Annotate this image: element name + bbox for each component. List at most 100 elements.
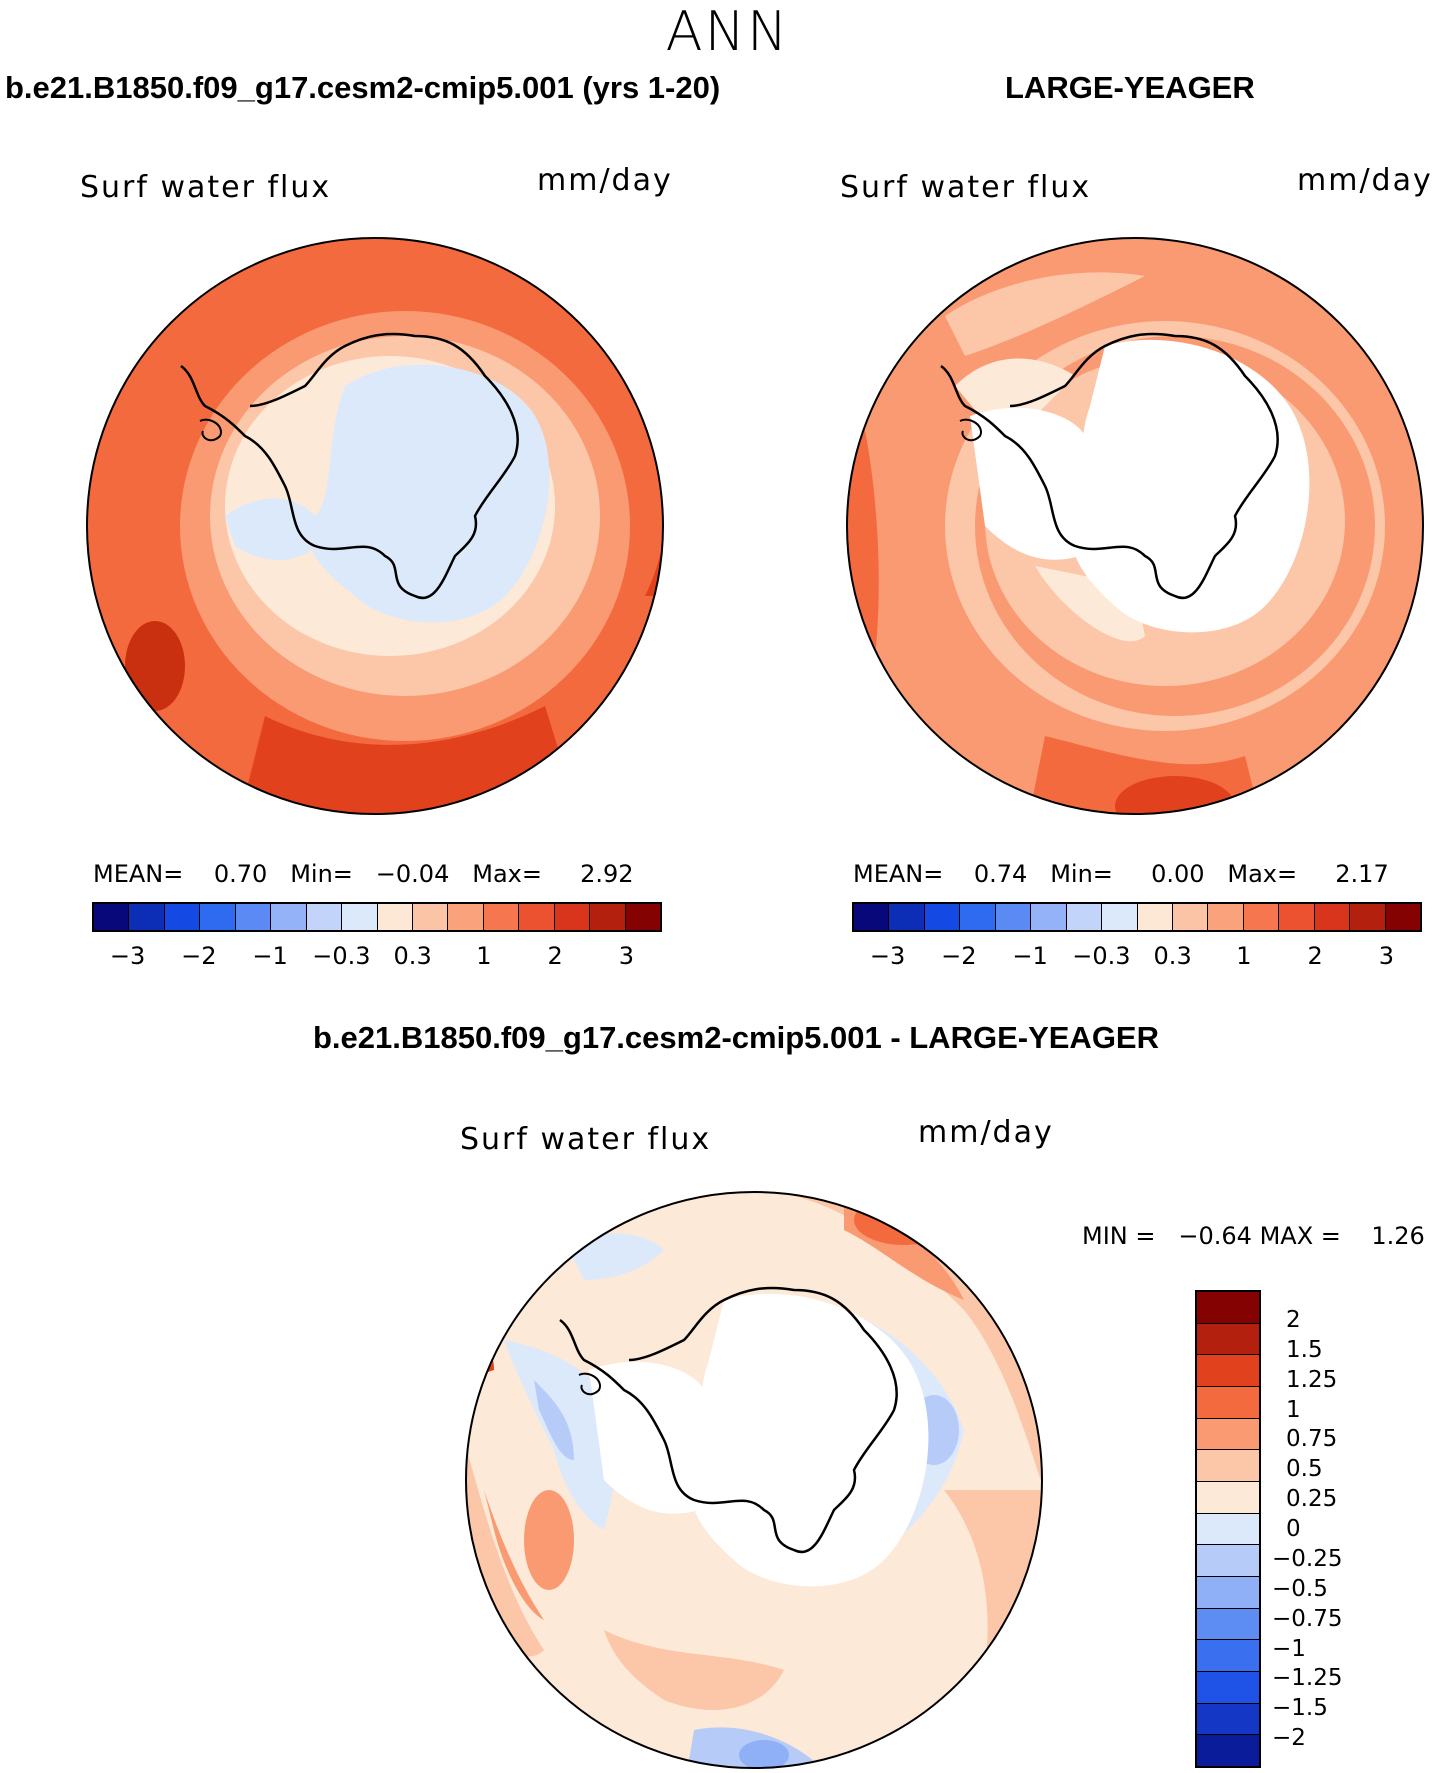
panel1-min-value: −0.04 <box>375 860 450 888</box>
panel2-colorbar-tick-label: 0.3 <box>1153 942 1192 970</box>
panel3-colorbar-swatch <box>1197 1703 1259 1736</box>
panel1-title: b.e21.B1850.f09_g17.cesm2-cmip5.001 (yrs… <box>5 70 721 105</box>
panel1-colorbar-tick-label: −0.3 <box>312 942 371 970</box>
panel3-title: b.e21.B1850.f09_g17.cesm2-cmip5.001 - LA… <box>313 1020 1159 1055</box>
panel2-max-value: 2.17 <box>1335 860 1389 888</box>
panel3-max-label: MAX = <box>1259 1222 1341 1250</box>
panel1-colorbar-swatch <box>448 904 484 930</box>
panel2-colorbar-swatch <box>1314 904 1351 930</box>
panel2-colorbar-ticks: −3 −2 −1 −0.3 0.3 1 2 3 <box>852 942 1422 972</box>
panel1-colorbar-ticks: −3 −2 −1 −0.3 0.3 1 2 3 <box>92 942 662 972</box>
panel1-units-label: mm/day <box>537 163 673 198</box>
panel1-mean-value: 0.70 <box>213 860 268 888</box>
panel2-colorbar-swatch <box>1350 904 1386 930</box>
panel2-colorbar-swatch <box>1208 904 1244 930</box>
panel3-colorbar-tick-label: 0.25 <box>1286 1486 1338 1513</box>
panel2-min-label: Min= <box>1050 860 1113 888</box>
panel3-variable-label: Surf water flux <box>460 1122 712 1157</box>
panel2-stats: MEAN= 0.74 Min= 0.00 Max= 2.17 <box>853 860 1389 888</box>
panel1-colorbar-swatch <box>129 904 165 930</box>
panel2-units-label: mm/day <box>1297 163 1433 198</box>
panel3-colorbar-swatch <box>1197 1482 1259 1514</box>
panel1-colorbar-swatch <box>94 904 130 930</box>
panel2-colorbar-swatch <box>924 904 961 930</box>
panel3-colorbar-swatch <box>1197 1450 1259 1483</box>
panel1-mean-label: MEAN= <box>93 860 184 888</box>
panel2-colorbar-swatch <box>995 904 1032 930</box>
panel3-colorbar-swatch <box>1197 1292 1259 1324</box>
panel2-colorbar-swatch <box>1172 904 1209 930</box>
panel3-colorbar-tick-label: 0.5 <box>1286 1456 1323 1483</box>
panel2-colorbar-swatch <box>1031 904 1067 930</box>
panel2-colorbar-swatch <box>1066 904 1103 930</box>
panel3-colorbar-tick-label: −0.75 <box>1272 1605 1343 1632</box>
panel3-colorbar-swatch <box>1197 1735 1259 1767</box>
panel3-colorbar <box>1195 1290 1261 1768</box>
panel2-min-value: 0.00 <box>1151 860 1205 888</box>
panel1-max-label: Max= <box>472 860 542 888</box>
panel3-colorbar-tick-label: −1.5 <box>1272 1695 1328 1722</box>
panel1-colorbar-swatch <box>519 904 555 930</box>
panel1-colorbar-swatch <box>554 904 591 930</box>
panel3-colorbar-swatch <box>1197 1418 1259 1451</box>
panel1-stats: MEAN= 0.70 Min= −0.04 Max= 2.92 <box>93 860 634 888</box>
panel3-colorbar-ticks: 2 1.5 1.25 1 0.75 0.5 0.25 0 −0.25 −0.5 −0.75 −1 −1.… <box>1272 1290 1422 1768</box>
panel1-colorbar-swatch <box>164 904 201 930</box>
panel3-colorbar-swatch <box>1197 1387 1259 1419</box>
panel3-max-value: 1.26 <box>1371 1222 1425 1250</box>
panel2-colorbar-swatch <box>1243 904 1280 930</box>
panel1-colorbar-tick-label: 1 <box>476 942 492 970</box>
panel3-colorbar-tick-label: 1.5 <box>1286 1336 1323 1363</box>
panel2-colorbar-swatch <box>1137 904 1173 930</box>
panel1-colorbar-tick-label: 3 <box>618 942 635 970</box>
panel2-colorbar-swatch <box>854 904 890 930</box>
panel1-colorbar-tick-label: −2 <box>181 942 217 970</box>
panel3-colorbar-swatch <box>1197 1545 1259 1578</box>
panel1-colorbar-tick-label: −3 <box>109 942 146 970</box>
panel1-min-label: Min= <box>290 860 353 888</box>
panel3-stats: MIN = −0.64 MAX = 1.26 <box>1082 1222 1425 1250</box>
panel1-variable-label: Surf water flux <box>80 170 332 205</box>
panel1-colorbar-swatch <box>342 904 378 930</box>
panel3-colorbar-tick-label: −0.25 <box>1272 1545 1343 1572</box>
panel2-mean-label: MEAN= <box>853 860 944 888</box>
panel2-colorbar-swatch <box>960 904 996 930</box>
panel1-colorbar-tick-label: 0.3 <box>393 942 432 970</box>
panel1-max-value: 2.92 <box>580 860 634 888</box>
panel1-colorbar-swatch <box>306 904 343 930</box>
panel2-colorbar-tick-label: −3 <box>869 942 906 970</box>
panel1-colorbar-swatch <box>625 904 660 930</box>
panel1-colorbar-swatch <box>412 904 449 930</box>
panel3-colorbar-tick-label: −1 <box>1272 1635 1306 1662</box>
panel2-title: LARGE-YEAGER <box>1005 70 1255 105</box>
panel2-max-label: Max= <box>1227 860 1298 888</box>
panel1-colorbar-swatch <box>271 904 307 930</box>
panel1-colorbar-swatch <box>235 904 272 930</box>
panel2-colorbar-swatch <box>1102 904 1138 930</box>
panel2-colorbar-swatch <box>889 904 925 930</box>
panel3-colorbar-swatch <box>1197 1608 1259 1641</box>
panel2-colorbar-tick-label: 3 <box>1378 942 1395 970</box>
panel3-colorbar-tick-label: −1.25 <box>1272 1665 1343 1692</box>
panel2-colorbar-tick-label: −2 <box>941 942 977 970</box>
panel3-colorbar-tick-label: 2 <box>1286 1306 1301 1333</box>
panel3-min-value: −0.64 <box>1178 1222 1252 1250</box>
panel1-colorbar-swatch <box>483 904 520 930</box>
panel1-colorbar-swatch <box>200 904 236 930</box>
panel3-colorbar-tick-label: 1 <box>1286 1396 1301 1423</box>
panel3-colorbar-tick-label: −0.5 <box>1272 1575 1328 1602</box>
panel1-colorbar-tick-label: −1 <box>252 942 288 970</box>
panel3-min-label: MIN = <box>1082 1222 1156 1250</box>
panel3-polar-map <box>465 1191 1043 1769</box>
panel2-mean-value: 0.74 <box>973 860 1028 888</box>
panel3-colorbar-swatch <box>1197 1577 1259 1609</box>
panel2-colorbar-swatch <box>1279 904 1315 930</box>
panel2-colorbar-tick-label: −0.3 <box>1072 942 1131 970</box>
panel3-units-label: mm/day <box>918 1115 1054 1150</box>
panel2-colorbar-tick-label: 2 <box>1307 942 1323 970</box>
panel3-colorbar-tick-label: 0 <box>1286 1516 1301 1542</box>
panel2-colorbar <box>852 902 1422 932</box>
panel3-colorbar-swatch <box>1197 1640 1259 1673</box>
panel3-colorbar-tick-label: 1.25 <box>1286 1366 1338 1393</box>
panel3-colorbar-tick-label: 0.75 <box>1286 1426 1338 1453</box>
